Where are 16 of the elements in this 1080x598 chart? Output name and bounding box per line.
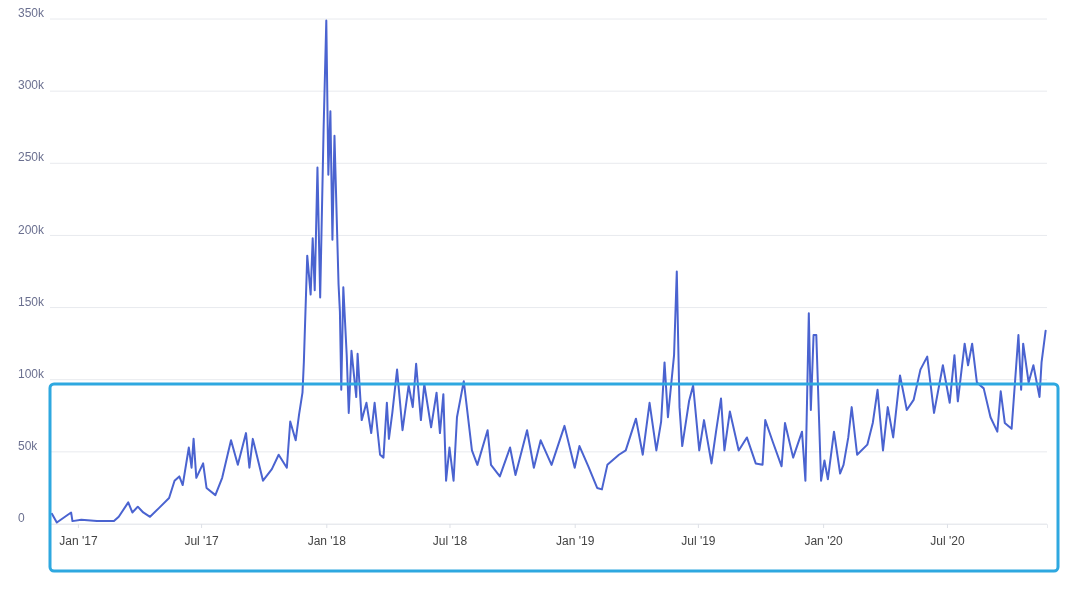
y-tick-label: 200k <box>18 222 46 237</box>
y-tick-label: 250k <box>18 150 46 165</box>
x-tick-label: Jul '18 <box>432 534 468 549</box>
x-tick-label: Jan '18 <box>307 534 347 549</box>
x-tick-label: Jan '20 <box>804 534 844 549</box>
y-tick-label: 100k <box>18 366 46 381</box>
y-tick-label: 150k <box>18 294 46 309</box>
x-tick-label: Jul '17 <box>184 534 220 549</box>
y-tick-label: 350k <box>18 6 46 21</box>
y-tick-label: 300k <box>18 78 46 93</box>
y-tick-label: 0 <box>18 511 25 526</box>
x-tick-label: Jul '19 <box>681 534 716 549</box>
y-tick-label: 50k <box>18 438 39 453</box>
x-tick-label: Jul '20 <box>930 534 965 549</box>
x-tick-label: Jan '17 <box>59 534 98 549</box>
x-tick-label: Jan '19 <box>556 534 595 549</box>
